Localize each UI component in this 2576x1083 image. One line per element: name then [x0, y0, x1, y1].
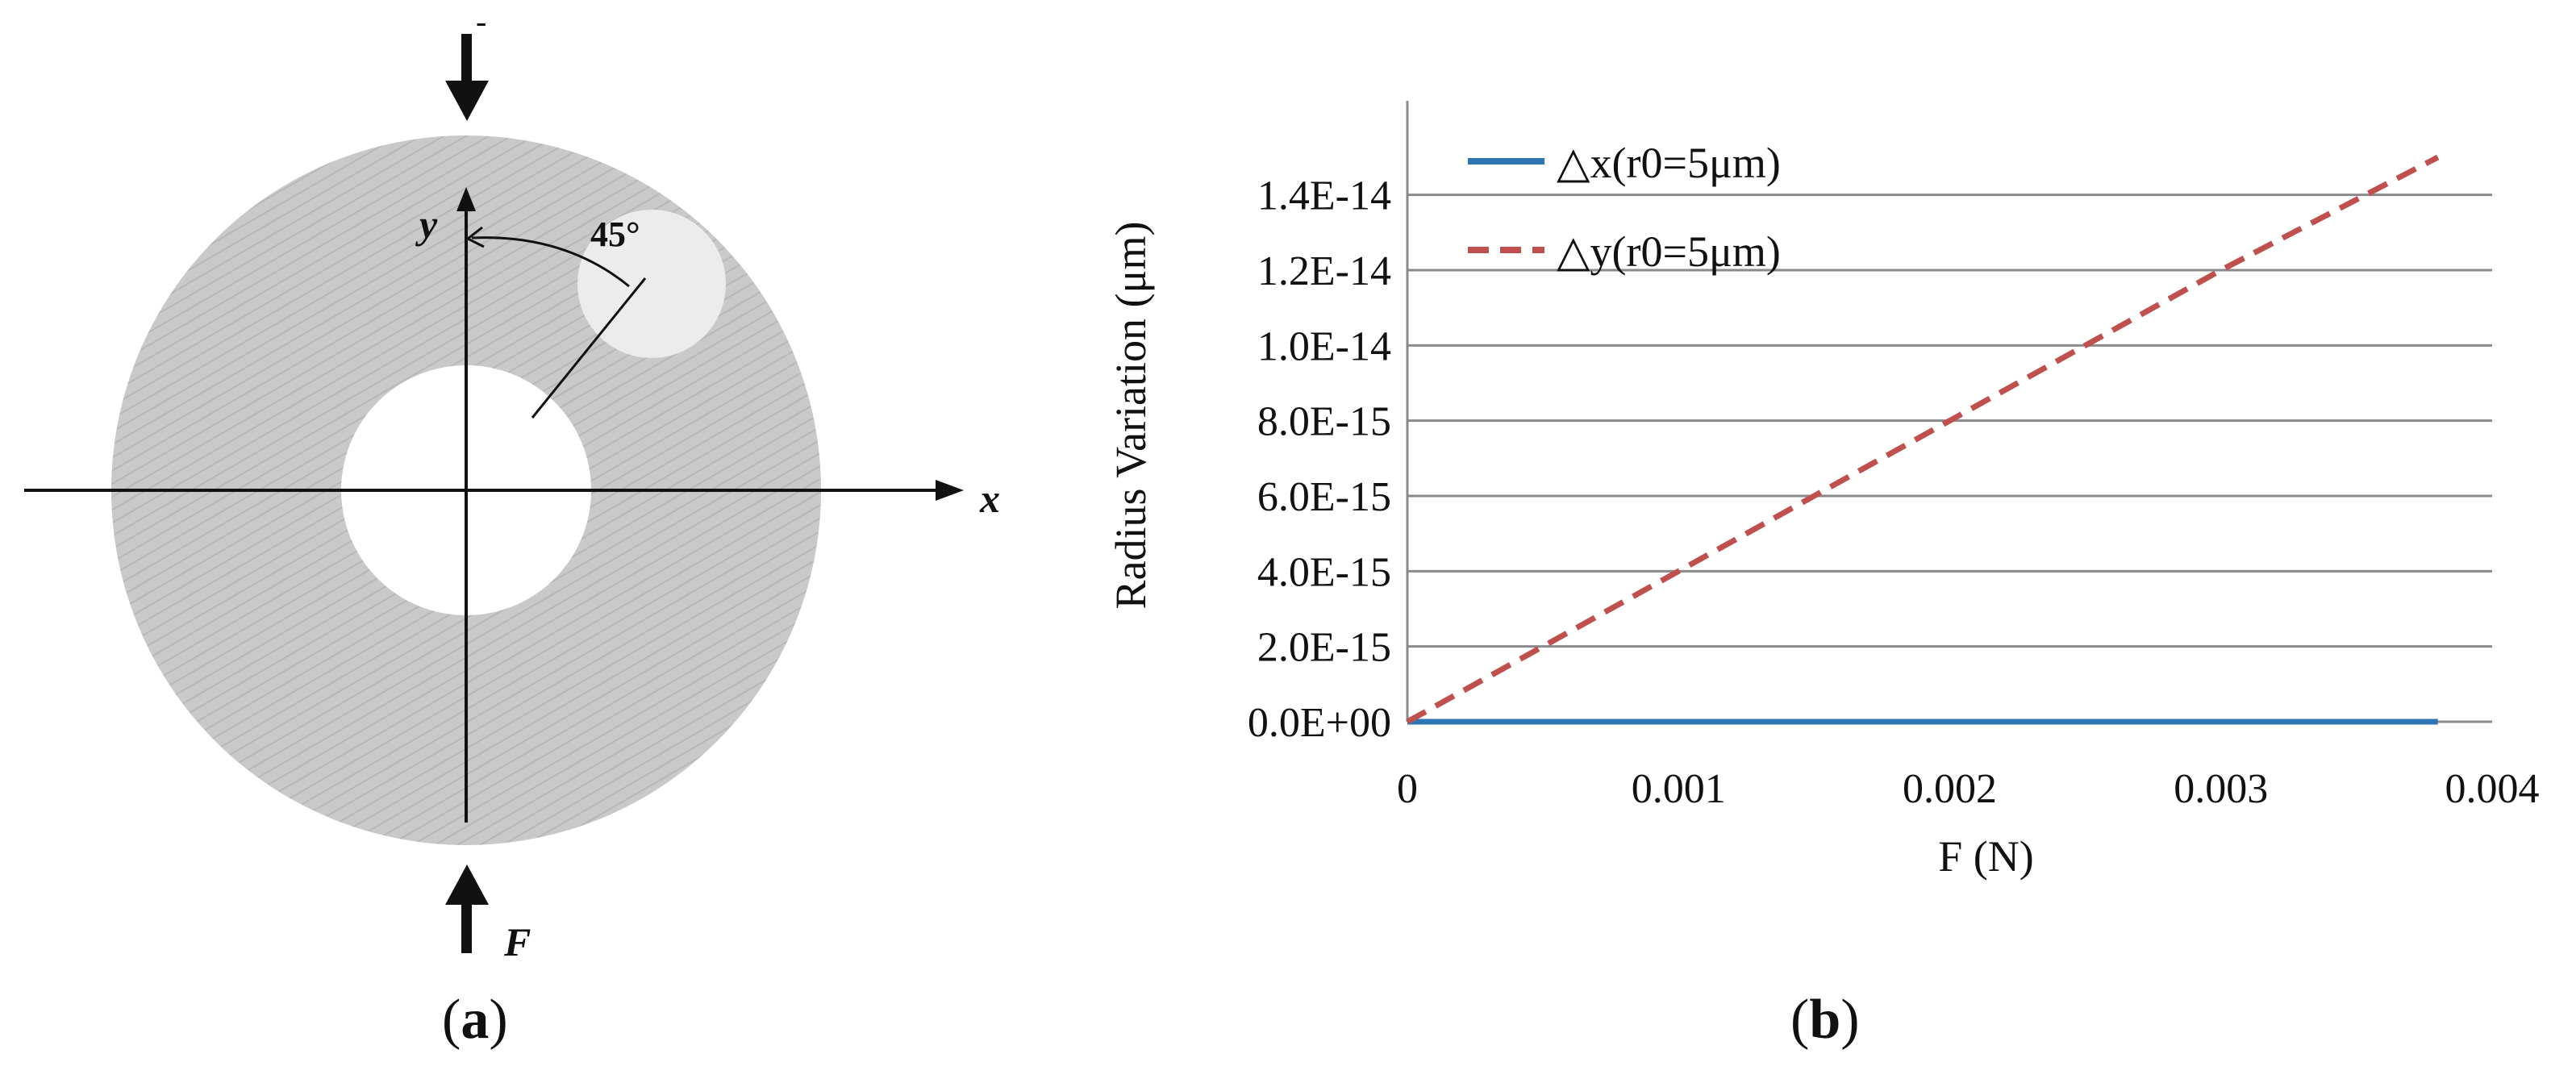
legend-label-2: △y(r0=5μm)	[1557, 227, 1781, 276]
top-force-shaft	[461, 34, 472, 84]
x-tick-label: 0.001	[1632, 766, 1726, 812]
top-mark-label: -	[476, 3, 486, 40]
y-tick-label: 4.0E-15	[1257, 549, 1391, 595]
angle-label: 45°	[590, 215, 640, 254]
x-tick-label: 0	[1397, 766, 1418, 812]
x-axis-arrow	[936, 480, 964, 501]
chart-caption: (b)	[1790, 989, 1860, 1051]
y-tick-label: 2.0E-15	[1257, 625, 1391, 671]
top-force-arrowhead	[445, 81, 489, 121]
series-lines	[1406, 154, 2440, 725]
y-tick-label: 1.0E-14	[1257, 323, 1391, 369]
radius-line	[531, 277, 647, 419]
y-tick-label: 1.4E-14	[1257, 173, 1391, 219]
bottom-force-arrowhead	[445, 864, 489, 905]
y-axis-label: y	[415, 202, 438, 247]
y-axis-arrow	[456, 187, 476, 211]
y-tick-label: 6.0E-15	[1257, 474, 1391, 520]
y-tick-label: 8.0E-15	[1257, 399, 1391, 445]
x-tick-label: 0.003	[2174, 766, 2268, 812]
force-label: F	[503, 919, 531, 964]
y-tick-label: 0.0E+00	[1248, 700, 1391, 746]
eccentric-hole	[577, 210, 726, 358]
y-tick-labels: 0.0E+00 2.0E-15 4.0E-15 6.0E-15 8.0E-15 1.0E-…	[1248, 173, 1391, 746]
y-tick-label: 1.2E-14	[1257, 248, 1391, 294]
ring-diagram: - F x y 45°	[24, 3, 1000, 964]
diagram-panel: - F x y 45° (a)	[0, 0, 1048, 1079]
chart-caption-letter: b	[1809, 989, 1841, 1051]
y-axis-title: Radius Variation (μm)	[1107, 222, 1155, 610]
x-axis-title: F (N)	[1938, 832, 2034, 881]
chart-panel: 0.0E+00 2.0E-15 4.0E-15 6.0E-15 8.0E-15 1.0E-…	[1048, 0, 2576, 1079]
grid-lines	[1407, 194, 2492, 648]
x-tick-label: 0.004	[2445, 766, 2540, 812]
angle-arc	[471, 236, 630, 288]
legend-label-1: △x(r0=5μm)	[1557, 139, 1781, 187]
radius-variation-chart: 0.0E+00 2.0E-15 4.0E-15 6.0E-15 8.0E-15 1.0E-…	[1107, 101, 2540, 881]
x-tick-label: 0.002	[1903, 766, 1997, 812]
x-axis-label: x	[979, 476, 1000, 521]
series-line-2	[1406, 154, 2440, 725]
bottom-force-shaft	[461, 903, 472, 953]
legend: △x(r0=5μm) △y(r0=5μm)	[1468, 139, 1781, 276]
x-tick-labels: 0 0.001 0.002 0.003 0.004	[1397, 766, 2540, 812]
diagram-caption: (a)	[442, 989, 508, 1051]
diagram-caption-letter: a	[461, 989, 490, 1051]
